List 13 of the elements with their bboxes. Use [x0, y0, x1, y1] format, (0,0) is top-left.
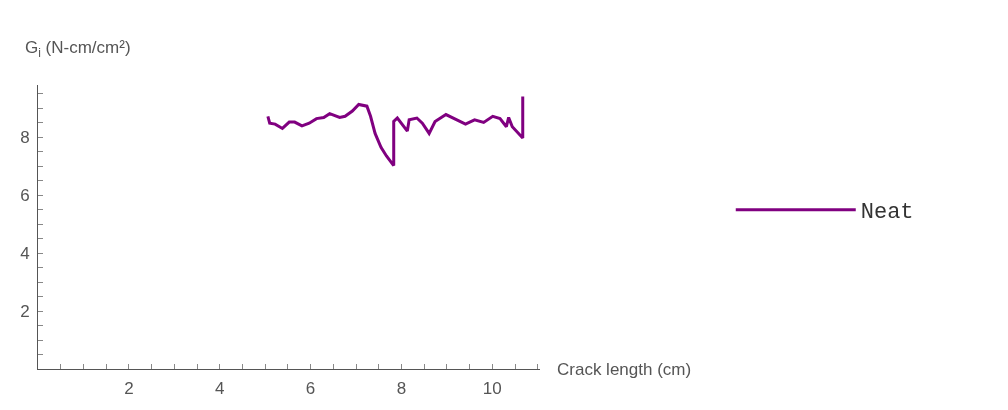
x-tick-label: 8	[396, 379, 407, 399]
y-tick-label: 2	[20, 301, 30, 321]
x-axis-title: Crack length (cm)	[557, 360, 692, 379]
y-tick-label: 4	[20, 244, 30, 264]
y-tick-label: 6	[20, 186, 30, 206]
x-tick-label: 6	[305, 379, 316, 399]
x-tick-label: 10	[482, 379, 502, 399]
x-tick-label: 4	[214, 379, 225, 399]
y-tick-label: 8	[20, 128, 30, 148]
x-tick-label: 2	[124, 379, 134, 399]
line-series	[266, 95, 525, 168]
y-axis-title: G$_{i}$ (N-cm/cm²)	[25, 38, 131, 60]
text: Neat	[860, 200, 914, 226]
